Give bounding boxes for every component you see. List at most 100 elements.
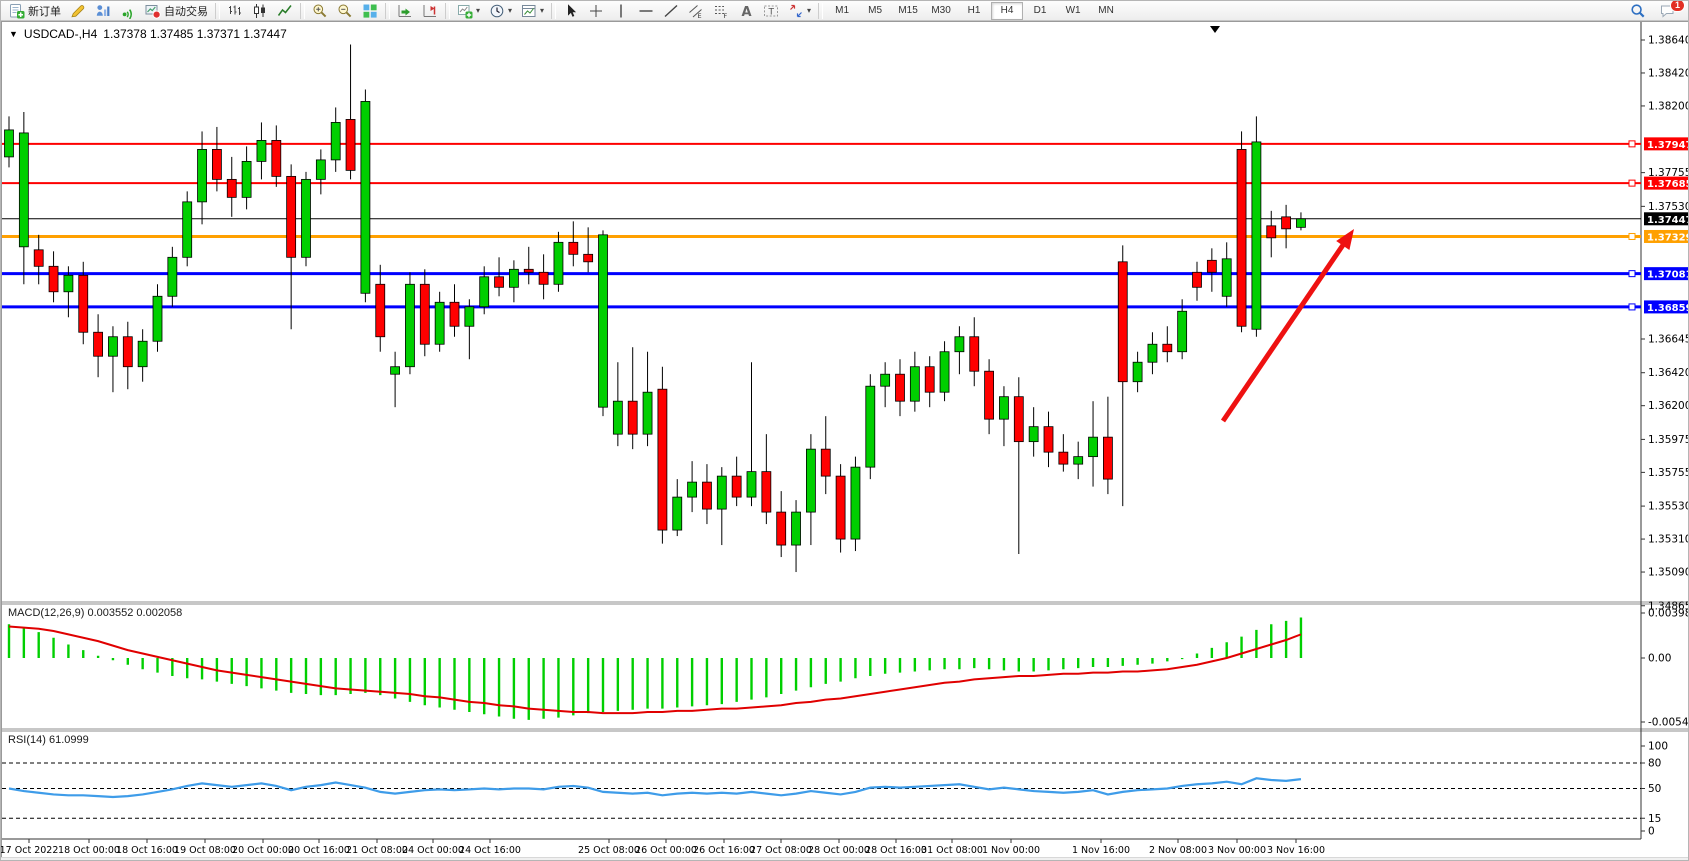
- horizontal-line-button[interactable]: [634, 1, 658, 21]
- candlestick: [375, 283, 386, 338]
- support-line-2-handle[interactable]: [1628, 303, 1636, 311]
- search-button[interactable]: [1626, 1, 1650, 21]
- vertical-line-button[interactable]: [609, 1, 633, 21]
- candlestick-chart-button[interactable]: [248, 1, 272, 21]
- candlestick: [598, 234, 608, 408]
- timeframe-h4[interactable]: H4: [991, 1, 1024, 20]
- candlestick: [1073, 456, 1084, 465]
- market-watch-button[interactable]: [91, 1, 115, 21]
- chevron-down-icon: ▾: [508, 5, 513, 15]
- timeframe-m1[interactable]: M1: [835, 4, 850, 16]
- cursor-icon: [563, 3, 579, 19]
- auto-scroll-icon: [397, 3, 413, 19]
- candlestick: [612, 400, 623, 435]
- timeframe-h1[interactable]: H1: [967, 4, 981, 16]
- chat-button[interactable]: 1: [1656, 1, 1685, 21]
- rsi-tick-label: 15: [1648, 813, 1661, 825]
- price-badge-label: 1.37685: [1647, 179, 1689, 190]
- candlestick: [642, 391, 653, 435]
- candlestick: [1177, 310, 1188, 353]
- signal-icon: [120, 3, 136, 19]
- price-badge: [1644, 300, 1688, 314]
- search-icon: [1630, 3, 1646, 19]
- candlestick: [211, 149, 222, 180]
- rsi-line: [8, 777, 1302, 799]
- new-order-icon: [9, 3, 25, 19]
- candlestick: [583, 253, 594, 263]
- pivot-line-handle[interactable]: [1628, 232, 1636, 240]
- timeframe-w1[interactable]: W1: [1065, 4, 1081, 16]
- chart-canvas: 1.38640 1.38420 1.38200 1.37755 1.37530 1.366…: [1, 21, 1689, 860]
- candlestick: [152, 295, 163, 342]
- timeframe-m5[interactable]: M5: [868, 4, 883, 16]
- zoom-in-button[interactable]: [308, 1, 332, 21]
- tile-windows-button[interactable]: [358, 1, 382, 21]
- candlestick: [479, 276, 490, 308]
- candlestick: [865, 385, 876, 468]
- svg-text:T: T: [768, 7, 775, 17]
- auto-scroll-button[interactable]: [393, 1, 417, 21]
- candlestick: [286, 175, 297, 258]
- price-badge-label: 1.36859: [1647, 303, 1689, 314]
- candlestick: [1147, 343, 1158, 363]
- arrows-button[interactable]: ▾: [784, 1, 815, 21]
- templates-button[interactable]: ▾: [517, 1, 548, 21]
- resistance-line-1-handle[interactable]: [1628, 140, 1636, 148]
- timeframe-m15[interactable]: M15: [898, 4, 918, 16]
- new-order-button[interactable]: 新订单: [5, 1, 65, 21]
- candlestick: [791, 511, 801, 546]
- timeframe-mn[interactable]: MN: [1098, 4, 1114, 16]
- candlestick: [122, 336, 133, 368]
- candlestick-chart-icon: [252, 3, 268, 19]
- chart-collapse-icon[interactable]: ▼: [9, 29, 18, 39]
- line-chart-button[interactable]: [273, 1, 297, 21]
- trend-arrow[interactable]: [1220, 243, 1346, 423]
- text-button[interactable]: A: [734, 1, 758, 21]
- candlestick: [1251, 141, 1262, 330]
- timeframe-d1[interactable]: D1: [1033, 4, 1047, 16]
- trendline-button[interactable]: [659, 1, 683, 21]
- candlestick: [657, 388, 668, 531]
- candlestick: [33, 249, 44, 267]
- price-tick-label: 1.34865: [1648, 600, 1689, 612]
- zoom-out-button[interactable]: [333, 1, 357, 21]
- candlestick: [1088, 436, 1098, 458]
- bar-chart-button[interactable]: [223, 1, 247, 21]
- time-tick-label: 20 Oct 16:00: [288, 845, 350, 856]
- line-chart-icon: [277, 3, 293, 19]
- candlestick: [523, 268, 534, 273]
- timeframe-m30[interactable]: M30: [931, 4, 951, 16]
- candlestick: [1132, 361, 1143, 383]
- candlestick: [137, 340, 148, 368]
- toolbar-separator: [551, 2, 557, 19]
- time-tick-label: 26 Oct 16:00: [693, 845, 755, 856]
- trend-arrow-head[interactable]: [1336, 229, 1354, 250]
- candlestick: [1236, 149, 1247, 327]
- signal-button[interactable]: [116, 1, 140, 21]
- text-label-button[interactable]: T: [759, 1, 783, 21]
- support-line-1-handle[interactable]: [1628, 270, 1636, 278]
- fibonacci-button[interactable]: F: [709, 1, 733, 21]
- candlestick: [954, 336, 965, 353]
- time-tick-label: 19 Oct 08:00: [174, 845, 236, 856]
- indicators-button[interactable]: ▾: [453, 1, 484, 21]
- rsi-tick-label: 80: [1648, 758, 1661, 770]
- macd-signal-line: [8, 625, 1302, 715]
- candlestick: [702, 481, 712, 510]
- candlestick: [508, 268, 519, 288]
- toolbar-separator: [445, 2, 450, 19]
- candlestick: [1192, 271, 1202, 288]
- chart-shift-button[interactable]: [418, 1, 442, 21]
- price-tick-label: 1.35310: [1648, 534, 1689, 546]
- crosshair-button[interactable]: [584, 1, 608, 21]
- chart-shift-marker[interactable]: [1210, 26, 1220, 33]
- vertical-line-icon: [613, 3, 629, 19]
- candlestick: [984, 370, 994, 420]
- equidistant-channel-button[interactable]: E: [684, 1, 708, 21]
- metaeditor-button[interactable]: [66, 1, 90, 21]
- autotrading-button[interactable]: 自动交易: [141, 1, 212, 21]
- resistance-line-2-handle[interactable]: [1628, 179, 1636, 187]
- periods-button[interactable]: ▾: [485, 1, 516, 21]
- cursor-button[interactable]: [559, 1, 583, 21]
- svg-text:F: F: [724, 12, 728, 19]
